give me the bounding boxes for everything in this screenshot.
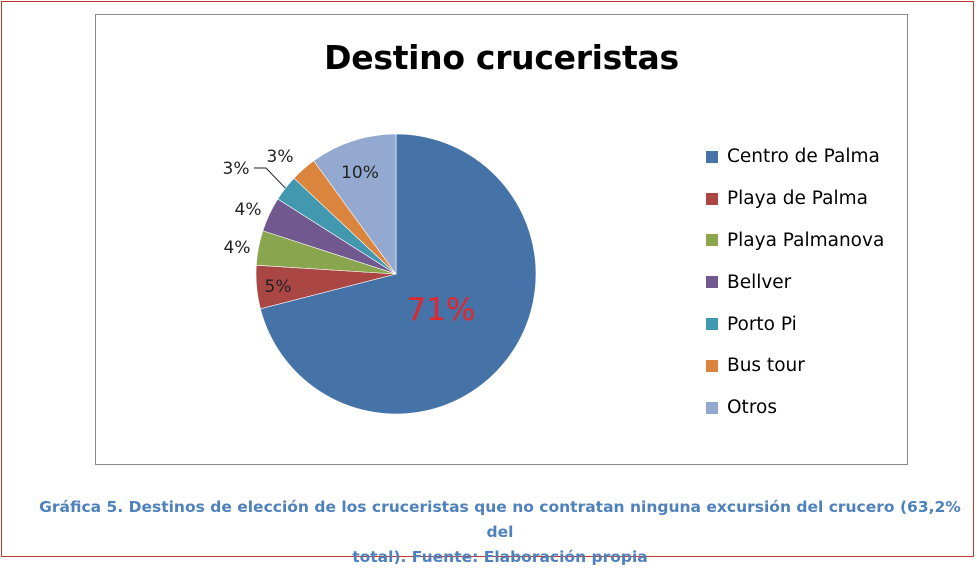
pie-slice-otros [313,133,397,275]
caption-line-2: total). Fuente: Elaboración propia [352,548,648,566]
data-label-playa-de-palma: 5% [265,277,292,297]
legend-item-otros: Otros [706,387,884,429]
data-label-bellver: 4% [235,200,262,220]
legend-item-playa-de-palma: Playa de Palma [706,178,884,220]
legend-swatch-playa-de-palma [706,192,718,205]
legend-label-porto-pi: Porto Pi [727,313,797,335]
data-label-playa-palmanova: 4% [224,238,251,258]
legend-label-bellver: Bellver [727,271,792,293]
legend-label-playa-de-palma: Playa de Palma [727,188,868,210]
chart-legend: Centro de Palma Playa de Palma Playa Palma… [706,136,884,429]
legend-swatch-otros [706,401,718,414]
legend-swatch-playa-palmanova [706,234,718,247]
legend-label-bus-tour: Bus tour [727,355,805,377]
legend-swatch-bus-tour [706,359,718,372]
caption-line-1: Gráfica 5. Destinos de elección de los c… [39,498,961,541]
legend-item-bellver: Bellver [706,261,884,303]
legend-label-playa-palmanova: Playa Palmanova [727,229,885,251]
legend-item-porto-pi: Porto Pi [706,303,884,345]
data-label-centro-de-palma: 71% [407,292,476,328]
legend-swatch-bellver [706,276,718,289]
legend-item-centro-de-palma: Centro de Palma [706,136,884,178]
legend-swatch-centro-de-palma [706,150,718,163]
chart-title: Destino cruceristas [324,38,679,77]
leader-line-porto-pi [254,167,286,189]
figure-caption: Gráfica 5. Destinos de elección de los c… [30,495,970,570]
page-frame [1,1,974,557]
chart-area [95,14,908,465]
data-label-bus-tour: 3% [267,147,294,167]
data-label-otros: 10% [341,163,379,183]
data-label-porto-pi: 3% [223,159,250,179]
legend-item-bus-tour: Bus tour [706,345,884,387]
legend-label-otros: Otros [727,397,777,419]
legend-item-playa-palmanova: Playa Palmanova [706,220,884,262]
legend-label-centro-de-palma: Centro de Palma [727,146,880,168]
pie-slice-centro-de-palma [260,133,537,415]
legend-swatch-porto-pi [706,318,718,331]
